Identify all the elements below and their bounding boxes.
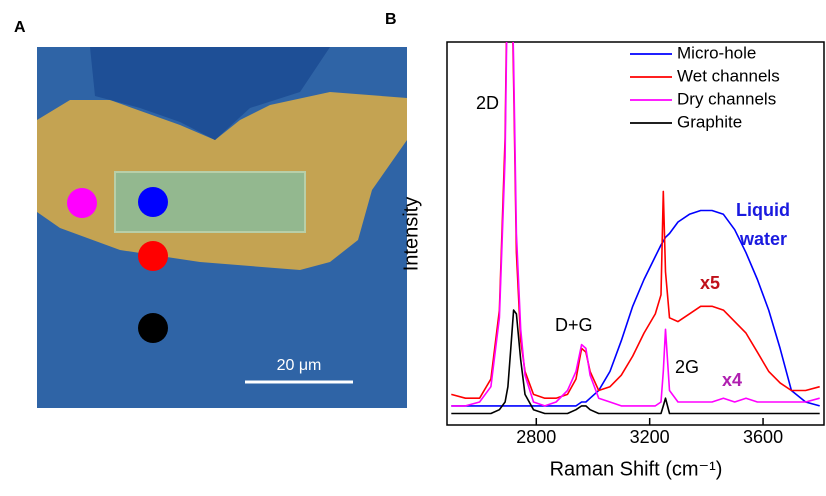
series-line	[451, 42, 820, 399]
plot-area	[451, 42, 820, 415]
x-tick-label: 3600	[743, 427, 783, 447]
annotation: 2G	[675, 357, 699, 377]
annotation: x4	[722, 370, 742, 390]
measurement-spot	[138, 241, 168, 271]
x-tick-label: 2800	[516, 427, 556, 447]
legend-label: Wet channels	[677, 66, 780, 85]
legend-label: Dry channels	[677, 89, 776, 108]
series-line	[451, 42, 820, 407]
annotation: Liquid	[736, 200, 790, 220]
annotation: D+G	[555, 315, 593, 335]
legend-label: Graphite	[677, 112, 742, 131]
hole	[90, 47, 330, 140]
series-line	[451, 209, 820, 407]
legend-label: Micro-hole	[677, 43, 756, 62]
micrograph: 20 μm	[37, 47, 407, 408]
annotation: 2D	[476, 93, 499, 113]
x-axis-label: Raman Shift (cm⁻¹)	[550, 458, 723, 480]
measurement-spot	[138, 187, 168, 217]
series-line	[451, 309, 820, 415]
panel-label: A	[14, 19, 26, 36]
y-axis-label: Intensity	[400, 197, 422, 271]
panel-label: B	[385, 11, 397, 28]
measurement-spot	[67, 188, 97, 218]
measurement-spot	[138, 313, 168, 343]
annotation: water	[739, 229, 787, 249]
x-tick-label: 3200	[630, 427, 670, 447]
scale-bar-label: 20 μm	[277, 357, 322, 374]
plot-frame	[446, 41, 825, 426]
annotation: x5	[700, 273, 720, 293]
